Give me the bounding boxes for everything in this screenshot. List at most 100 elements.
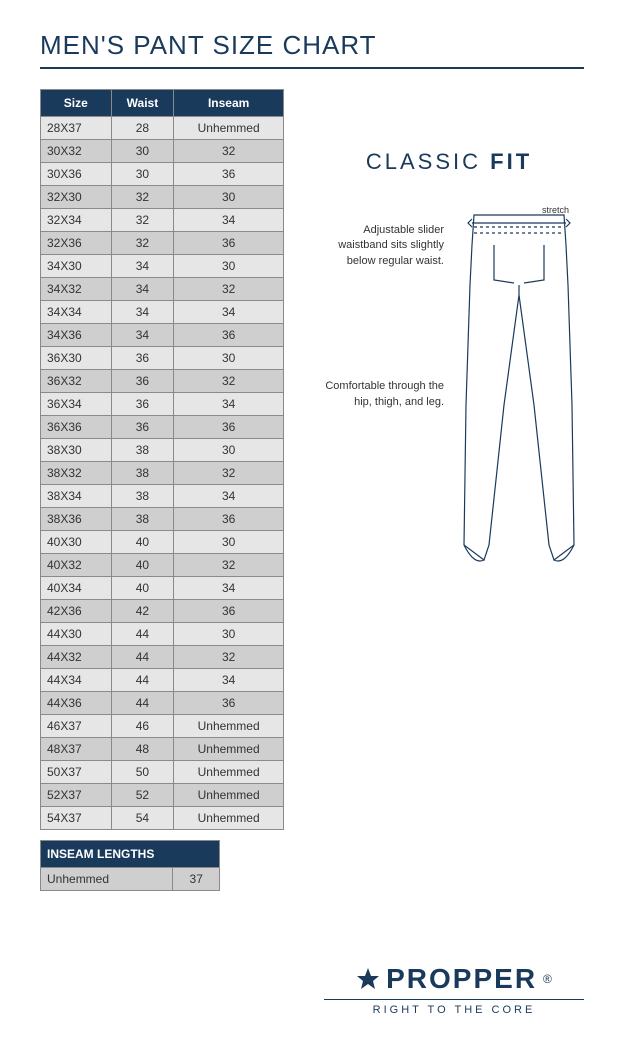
table-cell: Unhemmed — [174, 784, 284, 807]
table-cell: 40X30 — [41, 531, 112, 554]
table-cell: 38 — [111, 462, 174, 485]
size-chart-table: SizeWaistInseam 28X3728Unhemmed30X323032… — [40, 89, 284, 830]
table-row: 36X343634 — [41, 393, 284, 416]
fit-body: Adjustable slider waistband sits slightl… — [314, 205, 584, 590]
table-cell: 38X36 — [41, 508, 112, 531]
fit-title: CLASSIC FIT — [314, 149, 584, 175]
table-cell: 40 — [111, 554, 174, 577]
inseam-value: 37 — [173, 868, 220, 891]
table-cell: 30 — [111, 163, 174, 186]
table-row: 44X304430 — [41, 623, 284, 646]
table-row: 38X363836 — [41, 508, 284, 531]
table-row: 34X343434 — [41, 301, 284, 324]
inseam-lengths-table: INSEAM LENGTHS Unhemmed 37 — [40, 840, 220, 891]
table-cell: 32X30 — [41, 186, 112, 209]
table-row: 52X3752Unhemmed — [41, 784, 284, 807]
table-cell: 34X34 — [41, 301, 112, 324]
table-cell: 34 — [174, 485, 284, 508]
inseam-label: Unhemmed — [41, 868, 173, 891]
table-cell: 34 — [174, 393, 284, 416]
content-row: SizeWaistInseam 28X3728Unhemmed30X323032… — [40, 89, 584, 891]
table-cell: 36 — [174, 508, 284, 531]
table-cell: 28X37 — [41, 117, 112, 140]
table-header-cell: Size — [41, 90, 112, 117]
table-row: 28X3728Unhemmed — [41, 117, 284, 140]
table-cell: 34X36 — [41, 324, 112, 347]
fit-title-bold: FIT — [490, 149, 532, 174]
table-cell: 32 — [174, 370, 284, 393]
table-cell: 36X30 — [41, 347, 112, 370]
table-cell: 36 — [174, 692, 284, 715]
table-row: 42X364236 — [41, 600, 284, 623]
table-cell: 32 — [174, 554, 284, 577]
table-cell: 30 — [174, 255, 284, 278]
table-row: 40X304030 — [41, 531, 284, 554]
table-cell: 38 — [111, 485, 174, 508]
table-cell: 34 — [111, 278, 174, 301]
brand-tagline: RIGHT TO THE CORE — [324, 1004, 584, 1016]
table-row: 36X303630 — [41, 347, 284, 370]
table-row: 38X303830 — [41, 439, 284, 462]
table-cell: 34X30 — [41, 255, 112, 278]
table-cell: Unhemmed — [174, 761, 284, 784]
table-cell: 38X30 — [41, 439, 112, 462]
table-cell: 36 — [174, 600, 284, 623]
table-row: 32X343234 — [41, 209, 284, 232]
table-cell: 44 — [111, 692, 174, 715]
table-cell: 36 — [174, 416, 284, 439]
stretch-label: stretch — [542, 205, 569, 215]
table-cell: 30 — [174, 531, 284, 554]
table-row: 46X3746Unhemmed — [41, 715, 284, 738]
table-cell: 52X37 — [41, 784, 112, 807]
table-cell: 36 — [111, 393, 174, 416]
table-cell: 34 — [174, 301, 284, 324]
table-cell: 38X32 — [41, 462, 112, 485]
brand-block: PROPPER ® RIGHT TO THE CORE — [324, 963, 584, 1016]
table-cell: 38 — [111, 508, 174, 531]
table-header-cell: Inseam — [174, 90, 284, 117]
table-row: 32X363236 — [41, 232, 284, 255]
table-cell: 34X32 — [41, 278, 112, 301]
table-cell: 40 — [111, 531, 174, 554]
table-cell: 32 — [174, 462, 284, 485]
table-cell: Unhemmed — [174, 715, 284, 738]
table-row: 34X363436 — [41, 324, 284, 347]
table-row: 40X344034 — [41, 577, 284, 600]
inseam-header: INSEAM LENGTHS — [41, 841, 220, 868]
table-cell: 36 — [174, 163, 284, 186]
table-cell: 36 — [111, 347, 174, 370]
brand-registered: ® — [543, 972, 552, 986]
table-cell: 44 — [111, 669, 174, 692]
table-cell: 44X36 — [41, 692, 112, 715]
table-row: 32X303230 — [41, 186, 284, 209]
left-column: SizeWaistInseam 28X3728Unhemmed30X323032… — [40, 89, 284, 891]
table-row: 36X363636 — [41, 416, 284, 439]
table-cell: 44X30 — [41, 623, 112, 646]
table-cell: 36X34 — [41, 393, 112, 416]
table-row: 44X364436 — [41, 692, 284, 715]
table-cell: 30 — [174, 439, 284, 462]
table-row: 30X363036 — [41, 163, 284, 186]
table-row: 54X3754Unhemmed — [41, 807, 284, 830]
table-cell: 46X37 — [41, 715, 112, 738]
fit-labels: Adjustable slider waistband sits slightl… — [314, 205, 444, 410]
table-row: 44X344434 — [41, 669, 284, 692]
table-row: 38X323832 — [41, 462, 284, 485]
table-cell: 32X36 — [41, 232, 112, 255]
table-cell: Unhemmed — [174, 738, 284, 761]
table-cell: 36 — [111, 370, 174, 393]
table-row: 34X323432 — [41, 278, 284, 301]
table-cell: 36 — [174, 232, 284, 255]
brand-top: PROPPER ® — [324, 963, 584, 1000]
table-cell: 30X32 — [41, 140, 112, 163]
table-cell: 34 — [174, 577, 284, 600]
table-cell: 40X34 — [41, 577, 112, 600]
table-cell: 32 — [174, 140, 284, 163]
table-cell: 34 — [111, 255, 174, 278]
table-cell: 42X36 — [41, 600, 112, 623]
table-cell: 50 — [111, 761, 174, 784]
table-cell: 32 — [111, 209, 174, 232]
table-row: 44X324432 — [41, 646, 284, 669]
table-header-row: SizeWaistInseam — [41, 90, 284, 117]
brand-name: PROPPER — [386, 963, 537, 995]
